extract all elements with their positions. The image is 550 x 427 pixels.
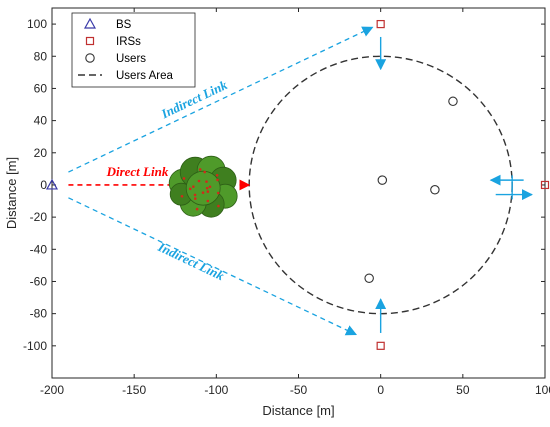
y-tick-label: 40 <box>34 114 48 128</box>
axis-ticks: -200 -150 -100 -50 0 50 100 100 80 60 40 20 0 -20 -40 -… <box>23 8 550 397</box>
indirect-link-arrow <box>68 26 374 173</box>
y-tick-label: 0 <box>40 178 47 192</box>
user-marker <box>430 185 440 195</box>
legend-label: BS <box>116 19 132 31</box>
irs-arrows <box>375 36 533 333</box>
y-tick-label: 20 <box>34 146 48 160</box>
tree-berry <box>205 186 209 190</box>
tree-berry <box>203 170 207 174</box>
y-tick-label: -80 <box>30 307 48 321</box>
tree-berry <box>216 191 220 195</box>
tree-berry <box>182 177 186 180</box>
tree-berry <box>197 179 201 183</box>
tree-berry <box>201 191 205 194</box>
x-tick-label: -100 <box>204 383 228 397</box>
legend-bs-symbol <box>83 17 97 29</box>
tree-berry <box>216 178 219 182</box>
tree-berry <box>198 168 202 171</box>
tree-obstacle-icon <box>168 155 238 218</box>
tree-berry <box>208 185 212 189</box>
x-tick-label: 0 <box>377 383 384 397</box>
legend-label: IRSs <box>116 36 141 48</box>
tree-berry <box>180 194 184 198</box>
bs-marker <box>45 178 59 190</box>
tree-berry <box>205 180 208 183</box>
irs-marker <box>540 180 550 190</box>
tree-berry <box>215 173 219 177</box>
user-marker <box>448 96 458 107</box>
y-axis-label: Distance [m] <box>4 157 19 229</box>
tree-berry <box>206 190 210 193</box>
y-tick-label: 80 <box>34 49 48 63</box>
tree-foliage <box>185 170 221 206</box>
data-markers <box>45 19 550 350</box>
tree-berry <box>188 187 192 191</box>
y-tick-label: -60 <box>30 274 48 288</box>
legend-users-symbol <box>85 53 95 63</box>
y-tick-label: -20 <box>30 210 48 224</box>
legend-irs-symbol <box>85 36 95 46</box>
x-tick-label: 50 <box>456 383 470 397</box>
y-tick-label: 100 <box>27 17 47 31</box>
indirect-link-arrow <box>68 197 358 336</box>
tree-berry <box>193 197 197 200</box>
irs-marker <box>376 19 385 29</box>
direct-link-label: Direct Link <box>106 164 169 179</box>
tree-berry <box>192 185 195 188</box>
user-marker <box>364 273 374 284</box>
y-tick-label: 60 <box>34 81 48 95</box>
tree-berry <box>195 207 199 211</box>
irs-marker <box>376 341 385 350</box>
legend: BS IRSs Users Users Area <box>71 12 196 88</box>
tree-berry <box>217 204 220 208</box>
user-marker <box>377 175 388 185</box>
x-tick-label: -150 <box>122 383 146 397</box>
x-tick-label: -200 <box>40 383 64 397</box>
y-tick-label: -100 <box>23 339 47 353</box>
tree-berry <box>193 193 197 197</box>
tree-berry <box>206 199 210 203</box>
legend-label: Users <box>116 53 146 65</box>
legend-label: Users Area <box>116 70 173 82</box>
y-tick-label: -40 <box>30 242 48 256</box>
x-axis-label: Distance [m] <box>262 403 334 418</box>
x-tick-label: 100 <box>535 383 550 397</box>
x-tick-label: -50 <box>290 383 308 397</box>
